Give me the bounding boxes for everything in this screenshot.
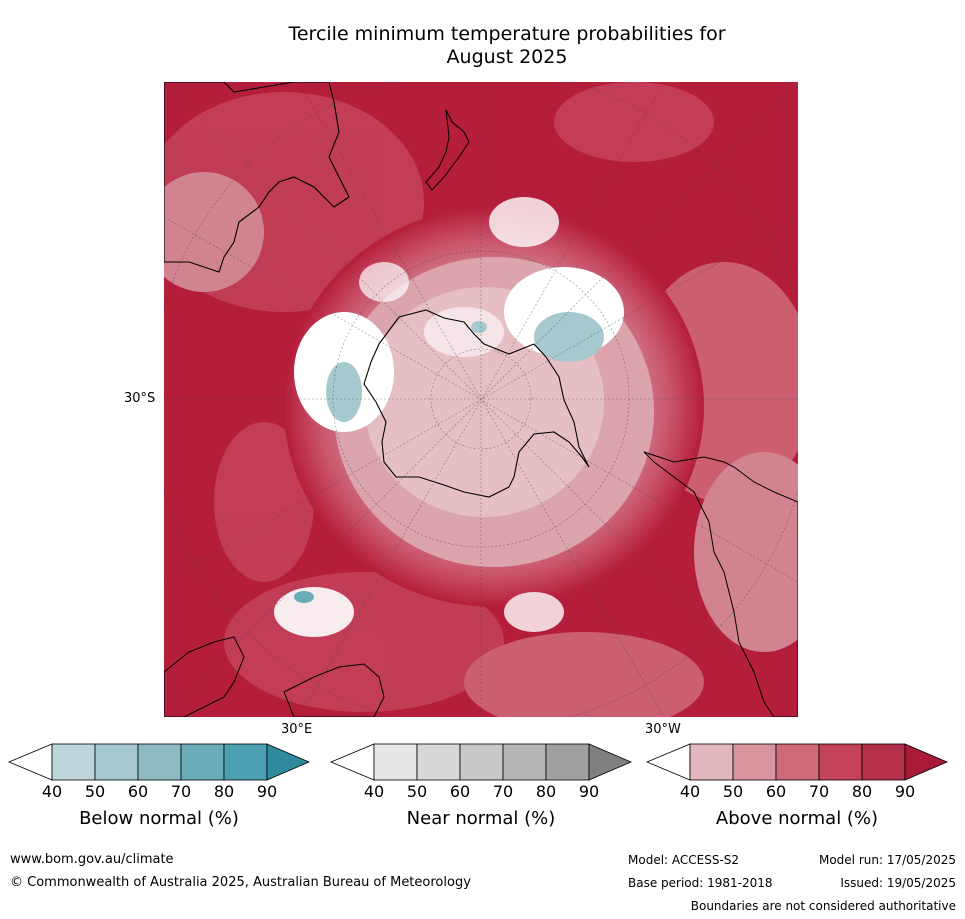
below-bin-70-80: [180, 743, 225, 781]
near-arrow-low: [330, 743, 375, 781]
tick-label: 50: [722, 782, 744, 801]
website-link[interactable]: www.bom.gov.au/climate: [10, 852, 174, 867]
disclaimer-text: Boundaries are not considered authoritat…: [690, 899, 956, 913]
lat-label-30s: 30°S: [124, 391, 156, 406]
copyright-text: © Commonwealth of Australia 2025, Austra…: [10, 875, 471, 890]
tick-label: 40: [41, 782, 63, 801]
below-arrow-low: [8, 743, 53, 781]
model-text: Model: ACCESS-S2: [628, 853, 740, 867]
tick-label: 70: [170, 782, 192, 801]
near-bin-40-50: [373, 743, 418, 781]
tick-label: 90: [256, 782, 278, 801]
model-run-text: Model run: 17/05/2025: [818, 853, 956, 867]
below-normal-title: Below normal (%): [79, 808, 239, 829]
tick-label: 90: [578, 782, 600, 801]
lon-label-30w: 30°W: [645, 722, 681, 737]
tick-label: 70: [808, 782, 830, 801]
below-arrow-high: [266, 743, 310, 781]
tick-label: 40: [363, 782, 385, 801]
madagascar-outline: [283, 663, 385, 717]
above-bin-80-90: [861, 743, 906, 781]
tick-label: 60: [765, 782, 787, 801]
below-bin-40-50: [51, 743, 96, 781]
tick-label: 60: [449, 782, 471, 801]
lon-label-30e: 30°E: [281, 722, 313, 737]
above-bin-70-80: [818, 743, 863, 781]
near-bin-60-70: [459, 743, 504, 781]
colorbar-near-normal: [330, 743, 632, 781]
base-period-text: Base period: 1981-2018: [628, 876, 773, 890]
map-title-line-1: Tercile minimum temperature probabilitie…: [288, 23, 726, 45]
tick-label: 80: [535, 782, 557, 801]
above-arrow-low: [646, 743, 691, 781]
above-normal-title: Above normal (%): [715, 808, 879, 829]
probability-map: [164, 82, 798, 717]
below-bin-80-90: [223, 743, 268, 781]
above-bin-40-50: [689, 743, 734, 781]
africa-outline: [164, 636, 245, 717]
above-arrow-high: [904, 743, 948, 781]
australia-outline: [164, 82, 350, 273]
graticule: [164, 82, 798, 717]
map-title-line-2: August 2025: [446, 46, 568, 68]
tick-label: 70: [492, 782, 514, 801]
tick-label: 80: [213, 782, 235, 801]
near-bin-70-80: [502, 743, 547, 781]
above-bin-60-70: [775, 743, 820, 781]
tick-label: 40: [679, 782, 701, 801]
below-normal-areas: [294, 312, 604, 603]
tick-label: 50: [84, 782, 106, 801]
near-normal-title: Near normal (%): [406, 808, 556, 829]
near-bin-80-90: [545, 743, 590, 781]
colorbar-above-normal: [646, 743, 948, 781]
new-zealand-outline: [425, 109, 470, 191]
colorbar-below-normal: [8, 743, 310, 781]
south-america-outline: [643, 451, 798, 717]
above-bin-50-60: [732, 743, 777, 781]
issued-text: Issued: 19/05/2025: [840, 876, 956, 890]
tick-label: 80: [851, 782, 873, 801]
below-bin-50-60: [94, 743, 139, 781]
tick-label: 50: [406, 782, 428, 801]
near-bin-50-60: [416, 743, 461, 781]
below-bin-60-70: [137, 743, 182, 781]
antarctica-outline: [363, 309, 590, 498]
tick-label: 60: [127, 782, 149, 801]
tick-label: 90: [894, 782, 916, 801]
near-arrow-high: [588, 743, 632, 781]
